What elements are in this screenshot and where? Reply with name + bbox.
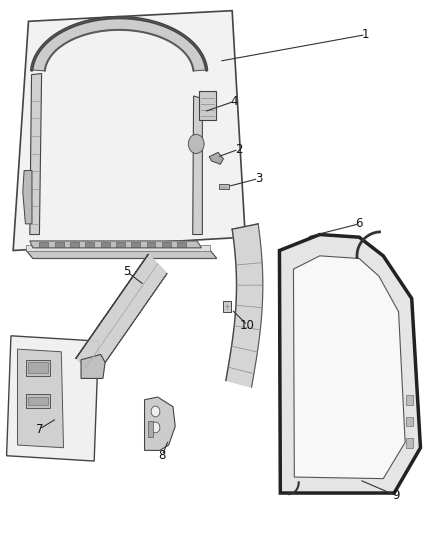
Bar bbox=[131, 242, 140, 247]
Circle shape bbox=[188, 134, 204, 154]
Bar bbox=[199, 91, 216, 120]
Bar bbox=[28, 397, 48, 405]
Polygon shape bbox=[18, 349, 64, 448]
Bar bbox=[406, 438, 413, 448]
Polygon shape bbox=[32, 18, 207, 71]
Bar bbox=[70, 242, 79, 247]
Polygon shape bbox=[76, 254, 167, 377]
Bar bbox=[26, 360, 50, 376]
Text: 8: 8 bbox=[159, 449, 166, 462]
Bar bbox=[148, 421, 153, 437]
Text: 10: 10 bbox=[240, 319, 255, 332]
Bar bbox=[26, 394, 50, 408]
Bar bbox=[116, 242, 125, 247]
Text: 1: 1 bbox=[362, 28, 370, 41]
Polygon shape bbox=[81, 354, 105, 378]
Bar bbox=[406, 395, 413, 405]
Polygon shape bbox=[293, 256, 405, 479]
Bar bbox=[177, 242, 186, 247]
Polygon shape bbox=[26, 245, 210, 251]
Bar bbox=[85, 242, 94, 247]
Text: 9: 9 bbox=[392, 489, 400, 502]
Text: 2: 2 bbox=[235, 143, 243, 156]
Bar bbox=[162, 242, 171, 247]
Bar bbox=[147, 242, 155, 247]
Text: 6: 6 bbox=[355, 217, 363, 230]
Polygon shape bbox=[226, 224, 263, 387]
Bar bbox=[406, 417, 413, 426]
Polygon shape bbox=[23, 171, 32, 224]
Polygon shape bbox=[13, 11, 245, 251]
Text: 3: 3 bbox=[255, 172, 262, 185]
Polygon shape bbox=[30, 241, 201, 248]
Polygon shape bbox=[145, 397, 175, 450]
Circle shape bbox=[151, 422, 160, 433]
Polygon shape bbox=[279, 235, 420, 493]
Polygon shape bbox=[26, 251, 217, 259]
Circle shape bbox=[151, 406, 160, 417]
Bar bbox=[28, 362, 48, 373]
Bar bbox=[39, 242, 48, 247]
Bar bbox=[223, 301, 231, 312]
Text: 7: 7 bbox=[35, 423, 43, 435]
Text: 4: 4 bbox=[230, 95, 238, 108]
Polygon shape bbox=[209, 152, 223, 164]
Bar bbox=[101, 242, 110, 247]
Polygon shape bbox=[193, 96, 202, 235]
Bar bbox=[219, 184, 229, 189]
Polygon shape bbox=[7, 336, 99, 461]
Text: 5: 5 bbox=[124, 265, 131, 278]
Polygon shape bbox=[30, 74, 42, 235]
Bar bbox=[55, 242, 64, 247]
